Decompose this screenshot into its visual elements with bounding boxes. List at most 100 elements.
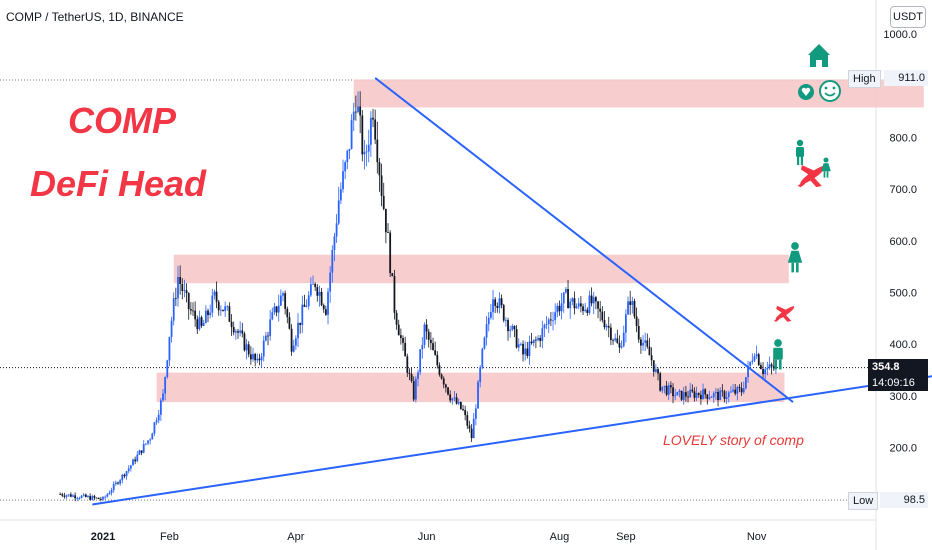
low-label-box: Low — [848, 492, 879, 510]
y-tick-label: 300.0 — [889, 391, 917, 403]
candle-body — [378, 162, 381, 176]
x-tick-label: Apr — [287, 531, 304, 543]
currency-button[interactable]: USDT — [890, 6, 926, 28]
candle-body — [708, 397, 711, 399]
annotation-story: LOVELY story of comp — [663, 432, 804, 448]
candle-body — [586, 309, 589, 313]
candle-body — [389, 232, 392, 274]
high-value: 911.0 — [898, 72, 925, 84]
candle-body — [192, 310, 194, 312]
candle-body — [406, 356, 409, 373]
candle-body — [603, 320, 606, 328]
candle-body — [267, 335, 269, 337]
candle-body — [766, 368, 769, 370]
candle-body — [357, 106, 359, 112]
candle-body — [65, 495, 68, 497]
candle-body — [487, 317, 490, 325]
candle-body — [560, 303, 563, 312]
candle-body — [492, 299, 494, 313]
x-tick-label: Aug — [550, 531, 570, 543]
candle-body — [140, 450, 143, 453]
candle-body — [762, 369, 764, 375]
candle-body — [768, 364, 771, 369]
x-tick-label: Jun — [418, 531, 436, 543]
candle-body — [539, 337, 542, 341]
candle-body — [459, 401, 462, 409]
candle-body — [605, 325, 608, 328]
candle-body — [372, 117, 374, 120]
candle-body — [620, 346, 623, 348]
candle-body — [710, 397, 713, 398]
candle-body — [185, 290, 188, 294]
candle-body — [644, 340, 647, 343]
candle-body — [138, 450, 141, 455]
candle-body — [665, 385, 668, 395]
candle-body — [588, 295, 591, 313]
candle-body — [689, 389, 692, 398]
candle-body — [438, 365, 441, 375]
candle-body — [667, 385, 670, 395]
candle-body — [209, 312, 212, 316]
candle-body — [537, 337, 539, 341]
candle-body — [67, 494, 70, 496]
candle-body — [382, 195, 385, 209]
house-icon — [808, 44, 830, 67]
candle-body — [232, 327, 235, 333]
candle-body — [333, 236, 336, 251]
candle-body — [661, 386, 664, 391]
candle-body — [78, 497, 81, 499]
candle-body — [262, 340, 265, 357]
candle-body — [500, 298, 503, 306]
countdown-box: 14:09:16 — [868, 375, 928, 391]
candle-body — [297, 322, 299, 339]
candle-body — [301, 304, 304, 325]
candle-body — [307, 295, 310, 307]
candle-body — [652, 360, 655, 372]
candle-body — [444, 384, 447, 388]
candle-body — [89, 496, 92, 500]
candle-body — [468, 425, 471, 429]
resistance-zone-1 — [173, 254, 789, 284]
last-price: 354.8 — [872, 361, 900, 373]
candle-body — [425, 324, 428, 332]
candle-body — [502, 305, 505, 321]
candle-body — [327, 291, 329, 315]
candle-body — [699, 394, 702, 400]
low-label: Low — [853, 495, 874, 507]
candle-body — [402, 338, 404, 343]
candle-body — [440, 374, 443, 379]
candle-body — [609, 327, 612, 340]
candle-body — [314, 283, 317, 288]
low-value-box: 98.5 — [880, 492, 928, 508]
candle-body — [196, 319, 199, 330]
candle-body — [704, 389, 707, 395]
candle-body — [187, 293, 190, 310]
candle-body — [123, 474, 126, 477]
candle-body — [384, 208, 387, 233]
candle-body — [177, 277, 179, 299]
candle-body — [462, 408, 464, 411]
candle-body — [552, 320, 554, 321]
candle-body — [554, 312, 557, 321]
candle-body — [211, 295, 214, 313]
candle-body — [577, 303, 580, 307]
candle-body — [213, 291, 216, 296]
candle-body — [348, 148, 351, 151]
candle-body — [234, 331, 237, 333]
candle-body — [380, 175, 383, 196]
candle-body — [742, 388, 745, 393]
candle-body — [582, 306, 584, 311]
candle-body — [87, 496, 89, 497]
candle-body — [359, 106, 362, 116]
candle-body — [159, 400, 162, 415]
candle-body — [522, 343, 524, 355]
candle-body — [222, 309, 224, 311]
candle-body — [153, 422, 156, 434]
candle-body — [106, 494, 109, 497]
candle-body — [642, 342, 644, 346]
candle-body — [738, 387, 741, 389]
candle-body — [245, 344, 248, 351]
candle-body — [258, 358, 261, 361]
